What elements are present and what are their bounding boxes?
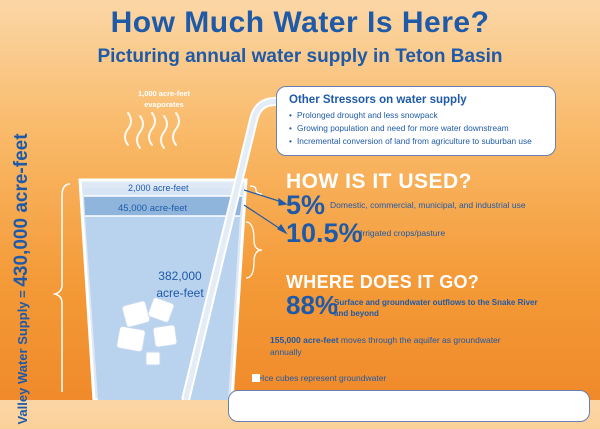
- valley-supply-prefix: Valley Water Supply =: [15, 290, 30, 425]
- evaporation-value: 1,000 acre-feet: [137, 89, 191, 98]
- bottom-panel: [228, 390, 590, 422]
- page-title: How Much Water Is Here?: [110, 6, 490, 39]
- water-layer-2: [84, 196, 242, 216]
- connector-arrows: [243, 189, 288, 379]
- brace-top: [249, 185, 263, 195]
- used-heading: HOW IS IT USED?: [286, 170, 472, 193]
- stat-outflow-pct: 88%: [286, 290, 339, 320]
- glass-illustration: [52, 95, 291, 400]
- list-item: Prolonged drought and less snowpack: [289, 109, 545, 122]
- page-subtitle: Picturing annual water supply in Teton B…: [97, 46, 503, 67]
- stat-outflow-desc: Surface and groundwater outflows to the …: [334, 298, 538, 318]
- glass-main-label: 382,000 acre-feet: [135, 268, 225, 302]
- aquifer-value: 155,000 acre-feet: [270, 335, 339, 345]
- straw-icon: [181, 95, 291, 400]
- evaporation-label: 1,000 acre-feet evaporates: [124, 88, 204, 110]
- valley-supply-label: Valley Water Supply = 430,000 acre-feet: [11, 129, 33, 429]
- stressors-title: Other Stressors on water supply: [289, 94, 467, 106]
- list-item: Growing population and need for more wat…: [289, 122, 545, 135]
- stat-irrigation-pct: 10.5%: [286, 218, 363, 248]
- glass-main-unit: acre-feet: [156, 286, 204, 300]
- steam-icon: [124, 112, 180, 149]
- valley-supply-value: 430,000 acre-feet: [11, 133, 32, 287]
- water-layer-top: [83, 188, 243, 196]
- aquifer-text: moves through the aquifer as groundwater…: [270, 335, 501, 357]
- glass-top-label: 2,000 acre-feet: [128, 183, 189, 193]
- brace-usage: [245, 221, 263, 279]
- ice-legend-icon: [252, 374, 260, 382]
- where-heading: WHERE DOES IT GO?: [286, 272, 480, 292]
- stat-domestic-desc: Domestic, commercial, municipal, and ind…: [330, 200, 526, 210]
- glass-main-value: 382,000: [158, 269, 202, 283]
- ice-cube-icon: [116, 297, 178, 366]
- ice-cube-legend: Ice cubes represent groundwater: [262, 373, 387, 383]
- glass-second-label: 45,000 acre-feet: [118, 203, 188, 214]
- aquifer-note: 155,000 acre-feet moves through the aqui…: [270, 334, 510, 358]
- stressors-panel: Other Stressors on water supply Prolonge…: [276, 86, 556, 156]
- list-item: Incremental conversion of land from agri…: [289, 135, 545, 148]
- stat-irrigation-desc: Irrigated crops/pasture: [360, 228, 446, 238]
- evaporation-text: evaporates: [144, 100, 184, 109]
- stressors-list: Prolonged drought and less snowpack Grow…: [289, 109, 545, 148]
- stat-domestic-pct: 5%: [286, 190, 326, 220]
- supply-brace: [52, 183, 71, 392]
